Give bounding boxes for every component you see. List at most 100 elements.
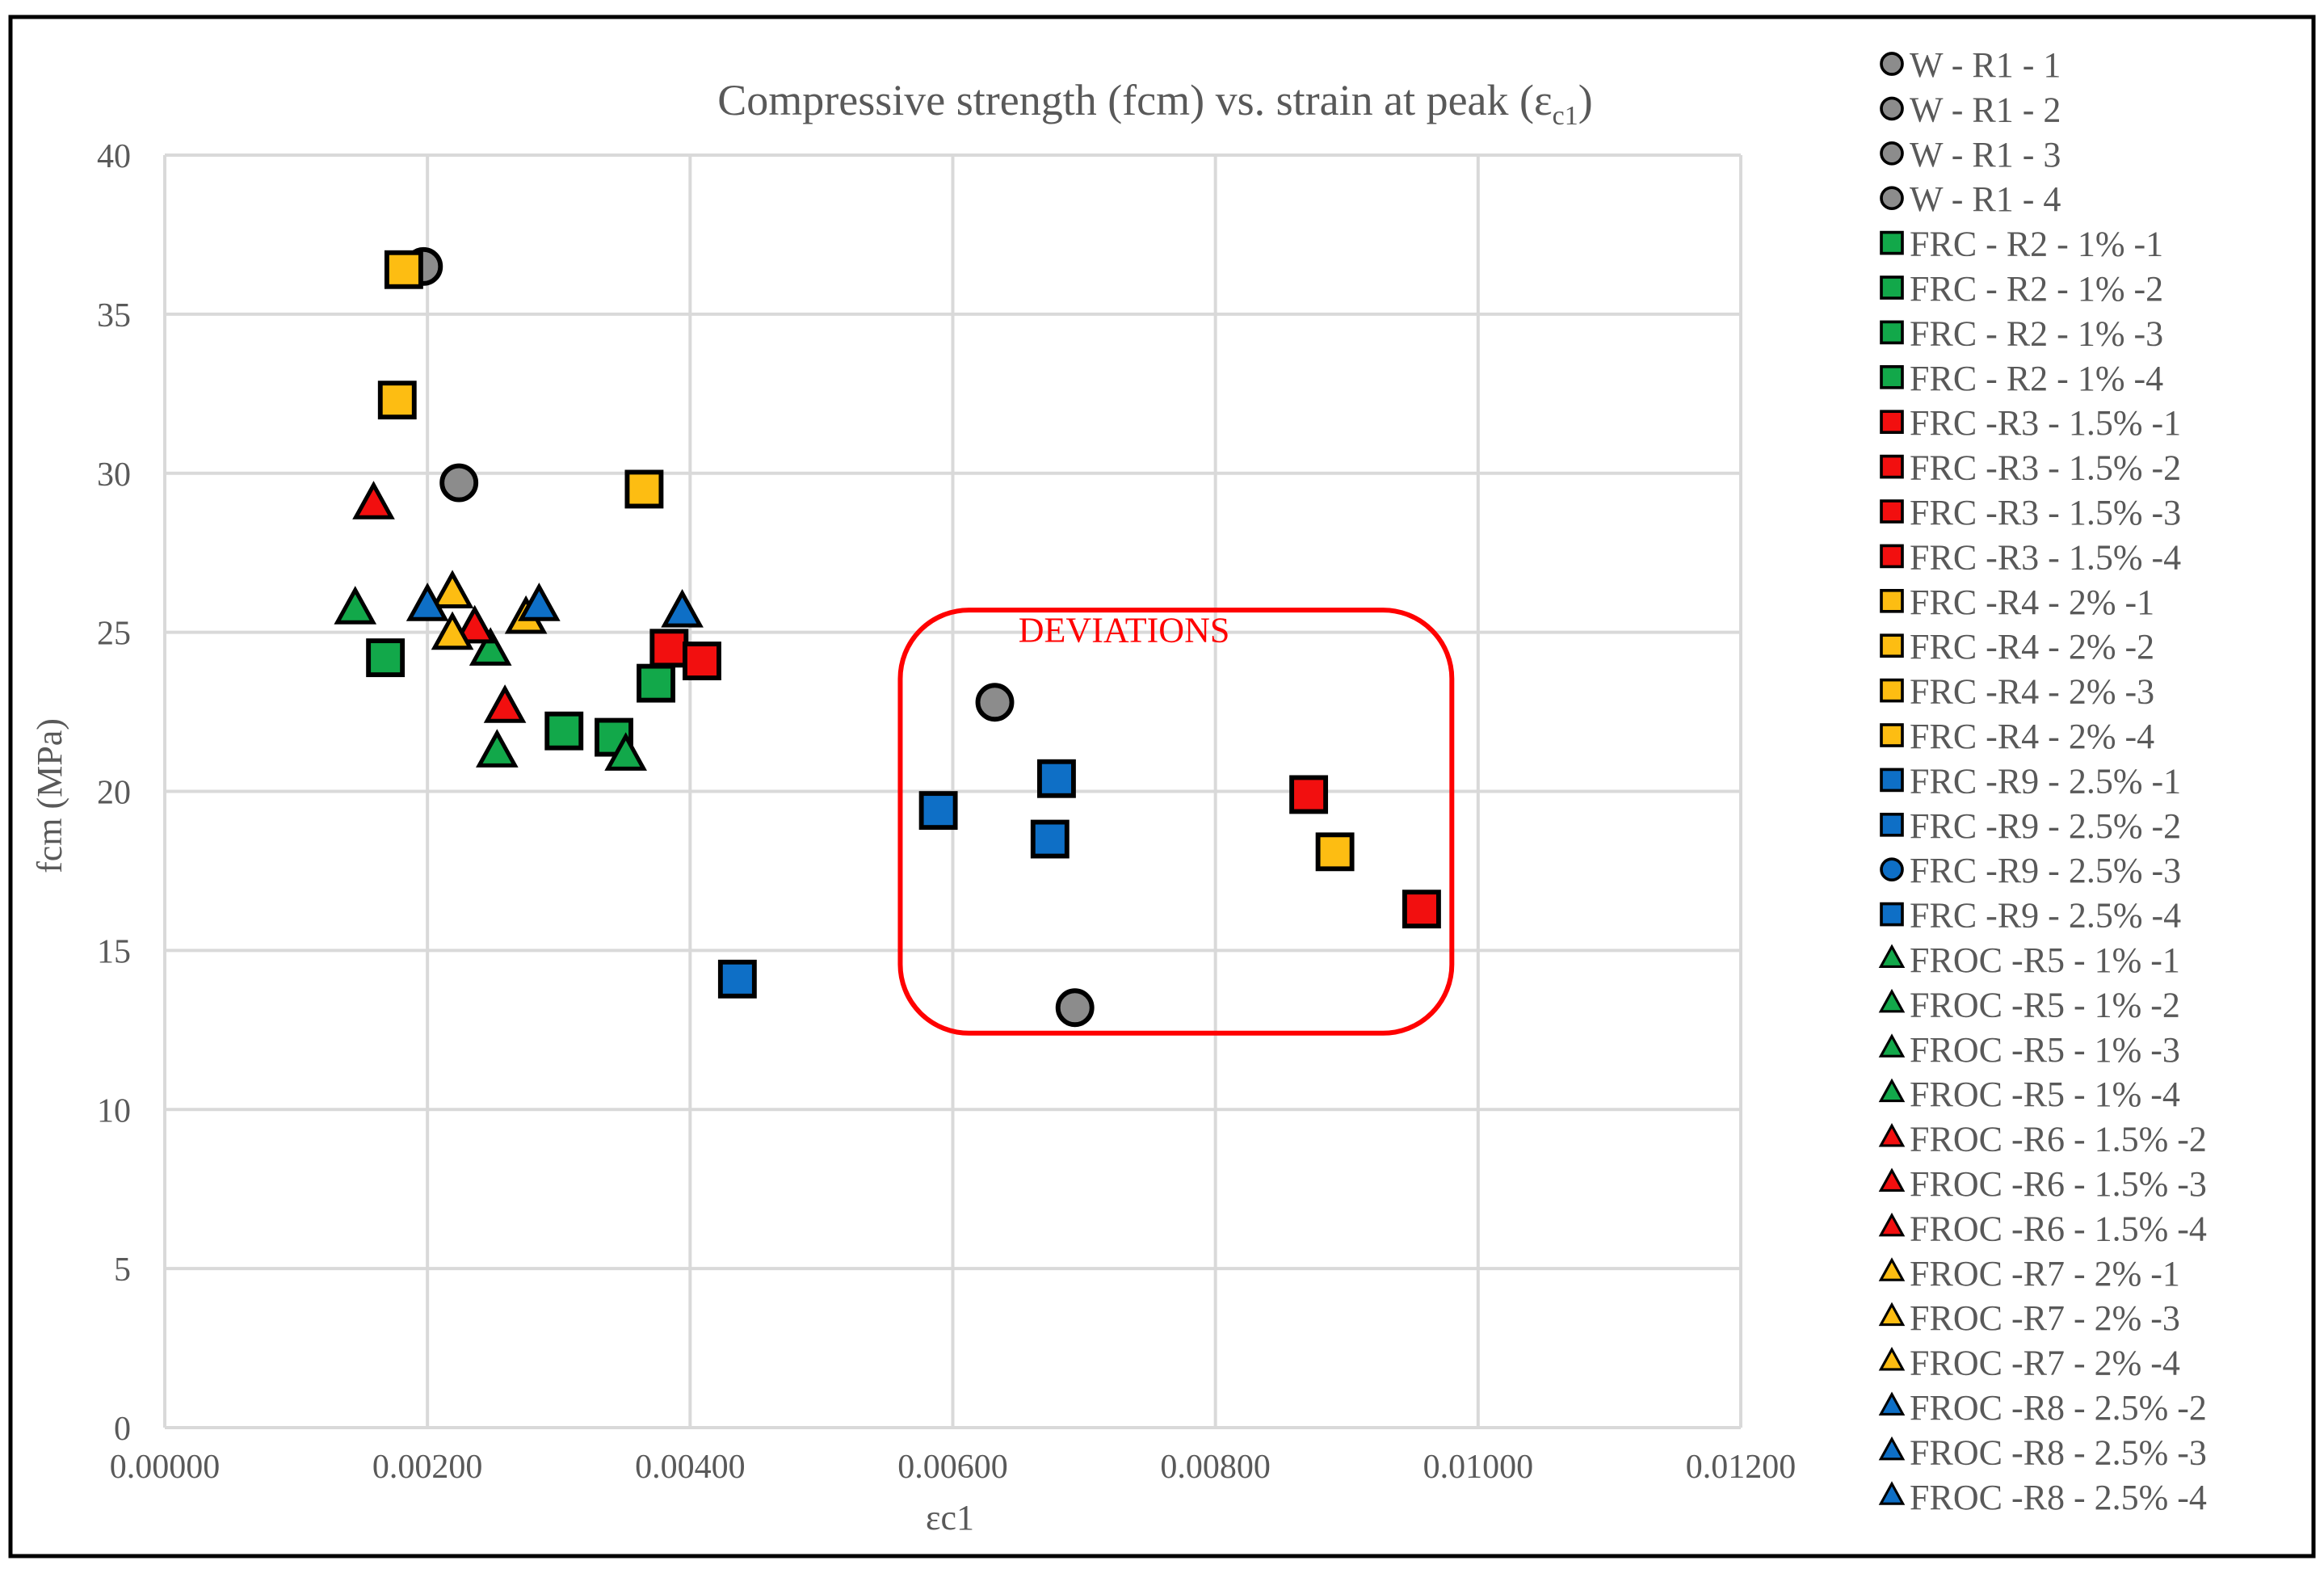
legend-label: W - R1 - 2	[1910, 90, 2061, 129]
legend-label: FROC -R8 - 2.5% -2	[1910, 1388, 2207, 1428]
x-tick-label: 0.01000	[1423, 1449, 1534, 1486]
legend-marker-circle	[1880, 857, 1904, 882]
legend: W - R1 - 1 W - R1 - 2 W - R1 - 3W - R1 - 4…	[1878, 45, 2207, 1517]
legend-marker-square	[1880, 276, 1904, 300]
data-point-triangle	[476, 729, 519, 768]
legend-label: FROC -R5 - 1% -1	[1910, 940, 2180, 980]
data-point-circle	[439, 463, 479, 503]
data-point-square	[366, 638, 406, 678]
x-tick-label: 0.00800	[1160, 1449, 1271, 1486]
legend-marker-square	[1880, 230, 1904, 255]
y-tick-label: 25	[97, 616, 131, 653]
y-tick-label: 35	[97, 297, 131, 334]
y-tick-label: 20	[97, 775, 131, 812]
legend-label: FRC -R3 - 1.5% -4	[1910, 537, 2181, 577]
legend-marker-triangle	[1878, 1033, 1906, 1058]
data-point-triangle	[518, 583, 561, 621]
legend-marker-triangle	[1878, 1302, 1906, 1327]
legend-label: FROC -R6 - 1.5% -3	[1910, 1164, 2207, 1204]
y-axis-label: fcm (MPa)	[30, 718, 69, 873]
data-point-square	[1402, 890, 1441, 929]
legend-marker-circle	[1880, 141, 1904, 166]
legend-marker-square	[1880, 768, 1904, 793]
y-tick-label: 0	[114, 1411, 131, 1448]
data-point-square	[1037, 759, 1076, 798]
chart-title-subscript: c1	[1553, 101, 1578, 131]
legend-label: FROC -R7 - 2% -4	[1910, 1344, 2180, 1383]
data-point-circle	[1055, 988, 1095, 1028]
legend-marker-square	[1880, 364, 1904, 389]
data-point-square	[683, 641, 721, 681]
legend-marker-triangle	[1878, 1347, 1906, 1371]
legend-marker-square	[1880, 902, 1904, 927]
data-point-square	[918, 791, 958, 831]
legend-label: FRC -R4 - 2% -3	[1910, 672, 2154, 712]
legend-label: FRC - R2 - 1% -4	[1910, 359, 2163, 398]
data-point-square	[1289, 775, 1329, 814]
chart-title-main: Compressive strength (fcm) vs. strain at…	[717, 76, 1552, 124]
data-point-triangle	[661, 589, 704, 628]
legend-label: FRC -R9 - 2.5% -4	[1910, 896, 2181, 936]
legend-marker-circle	[1880, 52, 1904, 76]
x-tick-label: 0.00400	[635, 1449, 746, 1486]
legend-marker-triangle	[1878, 1212, 1906, 1237]
legend-label: FRC -R4 - 2% -4	[1910, 717, 2154, 756]
legend-marker-square	[1880, 499, 1904, 524]
x-tick-label: 0.00200	[372, 1449, 483, 1486]
data-point-square	[384, 250, 423, 289]
legend-marker-triangle	[1878, 1078, 1906, 1103]
legend-marker-triangle	[1878, 1167, 1906, 1192]
legend-marker-circle	[1880, 186, 1904, 211]
data-point-square	[1315, 832, 1355, 872]
x-tick-label: 0.00600	[897, 1449, 1008, 1486]
y-tick-label: 15	[97, 933, 131, 970]
legend-label: FRC -R3 - 1.5% -2	[1910, 448, 2181, 488]
data-point-triangle	[352, 481, 395, 519]
legend-label: FRC - R2 - 1% -2	[1910, 269, 2163, 309]
data-point-triangle	[431, 570, 474, 609]
data-point-triangle	[469, 627, 512, 666]
legend-label: FROC -R5 - 1% -4	[1910, 1075, 2180, 1114]
legend-marker-square	[1880, 723, 1904, 747]
legend-label: W - R1 - 4	[1910, 179, 2061, 219]
data-point-square	[717, 959, 757, 999]
legend-label: W - R1 - 1	[1910, 45, 2061, 85]
legend-label: FRC -R3 - 1.5% -1	[1910, 403, 2181, 443]
legend-marker-triangle	[1878, 1481, 1906, 1505]
y-tick-labels: 0 5 10 15 20 25 30 35 40	[97, 138, 131, 1448]
data-point-triangle	[604, 732, 647, 771]
chart-title-end: )	[1578, 76, 1593, 124]
legend-label: FROC -R7 - 2% -1	[1910, 1254, 2180, 1293]
data-point-triangle	[334, 586, 377, 625]
data-point-triangle	[483, 684, 527, 723]
legend-label: FRC -R4 - 2% -1	[1910, 583, 2154, 622]
legend-marker-square	[1880, 320, 1904, 345]
x-axis-label: εc1	[926, 1498, 974, 1537]
x-tick-label: 0.01200	[1686, 1449, 1797, 1486]
x-tick-label: 0.00000	[110, 1449, 221, 1486]
legend-label: FRC -R9 - 2.5% -1	[1910, 761, 2181, 801]
legend-marker-circle	[1880, 96, 1904, 121]
legend-marker-square	[1880, 454, 1904, 479]
legend-label: FROC -R8 - 2.5% -3	[1910, 1432, 2207, 1472]
legend-marker-triangle	[1878, 1123, 1906, 1147]
deviations-annotation: DEVIATIONS	[1019, 610, 1230, 650]
legend-label: W - R1 - 3	[1910, 135, 2061, 175]
legend-marker-triangle	[1878, 1436, 1906, 1461]
legend-marker-square	[1880, 812, 1904, 837]
data-point-square	[649, 629, 689, 668]
legend-label: FRC -R9 - 2.5% -2	[1910, 806, 2181, 846]
legend-label: FRC -R3 - 1.5% -3	[1910, 493, 2181, 532]
legend-label: FRC - R2 - 1% -3	[1910, 313, 2163, 353]
legend-label: FROC -R6 - 1.5% -2	[1910, 1120, 2207, 1159]
y-tick-label: 10	[97, 1092, 131, 1129]
legend-label: FRC -R4 - 2% -2	[1910, 627, 2154, 667]
legend-label: FROC -R7 - 2% -3	[1910, 1298, 2180, 1338]
legend-marker-triangle	[1878, 1391, 1906, 1415]
grid	[165, 154, 1742, 1428]
data-point-triangle	[431, 611, 474, 650]
legend-marker-square	[1880, 588, 1904, 613]
legend-marker-square	[1880, 678, 1904, 703]
legend-label: FROC -R5 - 1% -2	[1910, 985, 2180, 1024]
